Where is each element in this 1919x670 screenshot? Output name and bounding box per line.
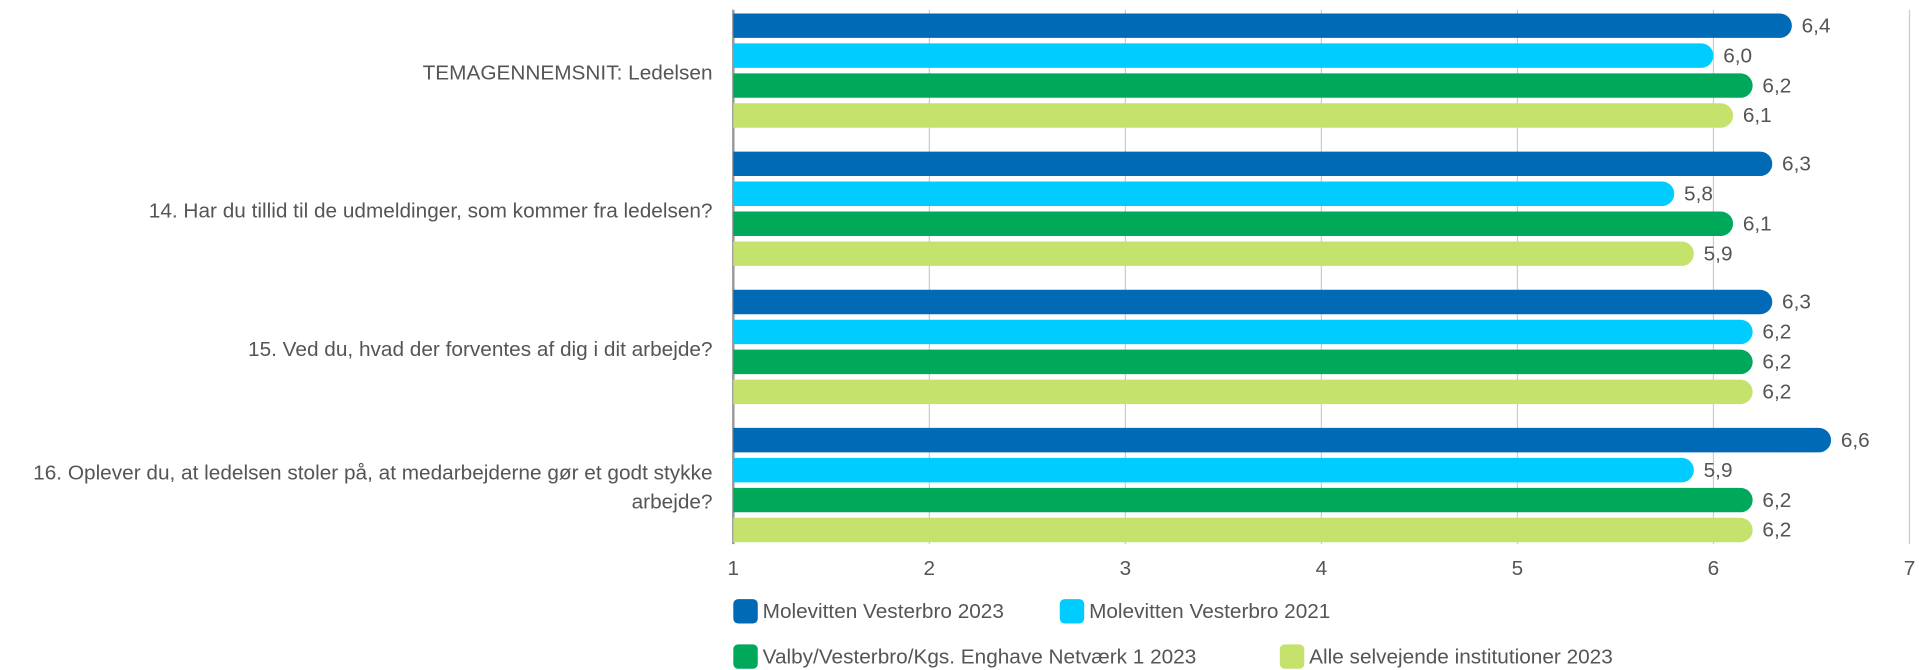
bar	[733, 457, 1694, 483]
data-label: 6,2	[1762, 519, 1791, 542]
legend-label: Valby/Vesterbro/Kgs. Enghave Netværk 1 2…	[763, 645, 1197, 668]
data-label: 6,6	[1841, 429, 1870, 452]
bar	[733, 487, 1753, 513]
data-label: 6,2	[1762, 321, 1791, 344]
legend-swatch	[1279, 644, 1305, 669]
bar	[733, 379, 1753, 405]
data-label: 6,4	[1802, 14, 1831, 37]
data-label: 6,2	[1762, 351, 1791, 374]
legend-label: Alle selvejende institutioner 2023	[1309, 645, 1613, 668]
bar	[733, 349, 1753, 375]
legend-swatch	[733, 599, 758, 624]
x-tick-label: 5	[1512, 557, 1524, 580]
category-label: 15. Ved du, hvad der forventes af dig i …	[248, 337, 713, 361]
data-label: 5,9	[1704, 459, 1733, 482]
category-label-text: 16. Oplever du, at ledelsen stoler på, a…	[33, 460, 713, 514]
bar	[733, 517, 1753, 543]
data-label: 5,8	[1684, 182, 1713, 205]
category-label-text: TEMAGENNEMSNIT: Ledelsen	[422, 61, 713, 85]
legend-swatch	[733, 644, 758, 669]
bar	[733, 289, 1773, 315]
category-label-text: 14. Har du tillid til de udmeldinger, so…	[148, 199, 713, 223]
x-tick-label: 1	[728, 557, 740, 580]
x-tick-label: 3	[1120, 557, 1132, 580]
data-label: 5,9	[1704, 242, 1733, 265]
bar	[733, 319, 1753, 345]
data-label: 6,3	[1782, 153, 1811, 176]
data-label: 6,2	[1762, 381, 1791, 404]
category-label-text: 15. Ved du, hvad der forventes af dig i …	[248, 337, 713, 361]
x-tick-label: 6	[1708, 557, 1720, 580]
data-label: 6,1	[1743, 212, 1772, 235]
bar	[733, 13, 1792, 38]
bar	[733, 241, 1694, 266]
bar	[733, 181, 1675, 207]
bar	[733, 427, 1832, 453]
legend-label: Molevitten Vesterbro 2021	[1089, 600, 1330, 623]
data-label: 6,2	[1762, 489, 1791, 512]
x-tick-label: 4	[1316, 557, 1328, 580]
data-label: 6,2	[1762, 74, 1791, 97]
bar	[733, 73, 1753, 98]
bar	[733, 151, 1773, 177]
x-tick-label: 2	[924, 557, 936, 580]
bar	[733, 211, 1734, 236]
bar	[733, 103, 1734, 128]
data-label: 6,3	[1782, 291, 1811, 314]
category-label: TEMAGENNEMSNIT: Ledelsen	[422, 61, 713, 85]
x-tick-label: 7	[1904, 557, 1916, 580]
data-label: 6,1	[1743, 104, 1772, 127]
data-label: 6,0	[1723, 44, 1752, 67]
bar	[733, 43, 1714, 68]
category-label: 14. Har du tillid til de udmeldinger, so…	[148, 199, 713, 223]
legend-label: Molevitten Vesterbro 2023	[763, 600, 1004, 623]
legend-swatch	[1059, 599, 1085, 624]
category-label: 16. Oplever du, at ledelsen stoler på, a…	[33, 460, 713, 514]
